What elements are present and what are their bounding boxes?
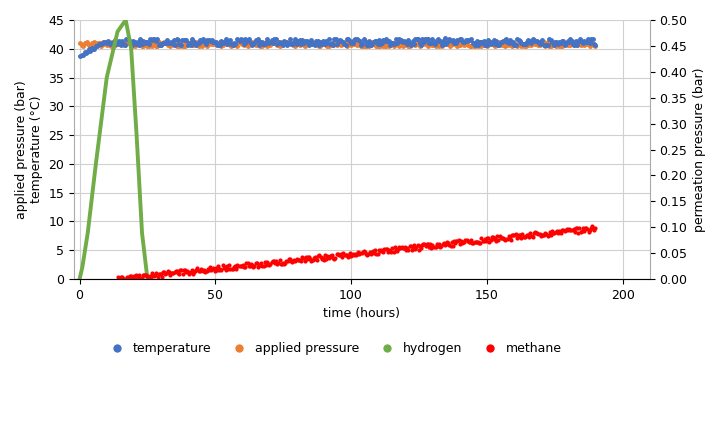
hydrogen <box>75 276 84 281</box>
methane <box>588 224 596 229</box>
hydrogen <box>78 265 87 270</box>
X-axis label: time (hours): time (hours) <box>324 307 400 320</box>
methane <box>274 260 283 265</box>
Line: applied pressure: applied pressure <box>79 40 597 48</box>
applied pressure <box>286 40 294 45</box>
methane <box>591 225 600 230</box>
temperature <box>165 41 174 46</box>
hydrogen <box>84 230 92 235</box>
hydrogen <box>92 161 100 166</box>
applied pressure <box>280 39 288 44</box>
temperature <box>441 36 449 41</box>
applied pressure <box>167 41 175 46</box>
methane <box>119 276 128 281</box>
methane <box>572 226 580 231</box>
hydrogen <box>127 46 136 51</box>
methane <box>113 275 122 280</box>
applied pressure <box>454 43 463 48</box>
Legend: temperature, applied pressure, hydrogen, methane: temperature, applied pressure, hydrogen,… <box>99 337 567 360</box>
Line: methane: methane <box>116 225 597 280</box>
Y-axis label: permeation pressure (bar): permeation pressure (bar) <box>693 67 706 232</box>
hydrogen <box>143 276 152 281</box>
Line: hydrogen: hydrogen <box>79 20 148 279</box>
methane <box>327 252 336 257</box>
applied pressure <box>278 40 287 45</box>
temperature <box>591 42 600 47</box>
temperature <box>283 43 291 48</box>
methane <box>508 232 516 237</box>
hydrogen <box>102 75 111 80</box>
Line: temperature: temperature <box>79 37 597 58</box>
hydrogen <box>121 17 130 22</box>
temperature <box>76 53 85 58</box>
temperature <box>526 38 534 43</box>
temperature <box>453 37 461 42</box>
temperature <box>277 41 286 46</box>
temperature <box>500 38 509 43</box>
hydrogen <box>132 133 141 138</box>
methane <box>350 252 359 257</box>
methane <box>131 276 139 281</box>
Y-axis label: applied pressure (bar)
temperature (°C): applied pressure (bar) temperature (°C) <box>15 80 43 219</box>
applied pressure <box>527 43 536 48</box>
applied pressure <box>107 44 115 49</box>
hydrogen <box>113 29 122 34</box>
applied pressure <box>591 43 600 49</box>
applied pressure <box>502 43 510 48</box>
applied pressure <box>76 40 85 45</box>
hydrogen <box>138 230 146 235</box>
hydrogen <box>121 17 130 22</box>
